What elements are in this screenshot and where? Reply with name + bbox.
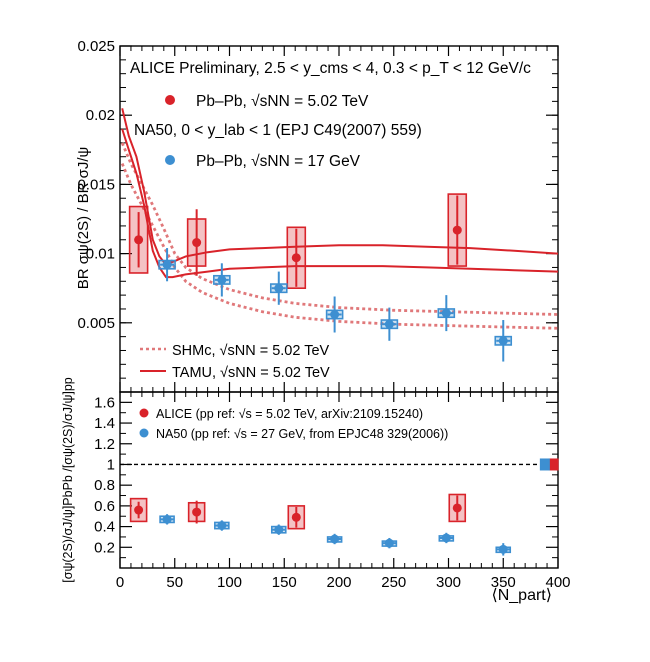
top-panel-ticks: 0.005 0.01 0.015 0.02 0.025 [77, 38, 559, 392]
na50-data-point [441, 533, 451, 543]
na50-data-point [441, 308, 451, 318]
x-tick-label: 150 [272, 574, 297, 591]
na50-data-point [162, 260, 172, 270]
legend-label-alice-bottom: ALICE (pp ref: √s = 5.02 TeV, arXiv:2109… [156, 407, 423, 421]
legend-label-alice-top: Pb–Pb, √sNN = 5.02 TeV [196, 93, 369, 110]
alice-data-point [452, 503, 462, 513]
legend-marker-alice-bottom [139, 408, 149, 418]
y-tick-label: 0.6 [94, 498, 115, 515]
y-tick-label: 0.4 [94, 519, 115, 536]
y-tick-label: 0.01 [86, 246, 115, 263]
x-tick-label: 50 [166, 574, 183, 591]
shmc-curve [120, 163, 558, 330]
legend-label-na50-bottom: NA50 (pp ref: √s = 27 GeV, from EPJC48 3… [156, 427, 448, 441]
legend-label-shmc: SHMc, √sNN = 5.02 TeV [172, 343, 330, 359]
x-axis-label: ⟨N_part⟩ [491, 587, 552, 604]
na50-data-point [384, 319, 394, 329]
x-tick-label: 300 [436, 574, 461, 591]
na50-data-point [274, 283, 284, 293]
alice-data-point [291, 253, 301, 263]
alice-data-point [192, 238, 202, 248]
x-tick-label: 400 [545, 574, 570, 591]
legend-marker-na50-bottom [139, 428, 149, 438]
bottom-y-axis-label: [σψ(2S)/σJ/ψ]PbPb /[σψ(2S)/σJ/ψ]pp [61, 377, 75, 582]
y-tick-label: 0.005 [77, 315, 115, 332]
x-tick-label: 0 [116, 574, 124, 591]
na50-data-point [498, 336, 508, 346]
y-tick-label: 1 [107, 456, 115, 473]
panel-title: ALICE Preliminary, 2.5 < y_cms < 4, 0.3 … [130, 60, 531, 77]
alice-data-point [134, 505, 144, 515]
y-tick-label: 0.2 [94, 539, 115, 556]
legend-label-tamu: TAMU, √sNN = 5.02 TeV [172, 365, 330, 381]
bottom-panel-ticks: 0 50 100 150 200 250 300 350 400 0.2 0.4 0.6 0.8 1 1.2… [94, 391, 571, 591]
bottom-panel-data [120, 458, 559, 556]
y-tick-label: 0.02 [86, 107, 115, 124]
na50-normalization-box [539, 458, 550, 471]
x-tick-label: 250 [381, 574, 406, 591]
na50-data-point [330, 534, 340, 544]
alice-data-point [134, 235, 144, 245]
alice-data-point [192, 507, 202, 517]
na50-data-point [217, 275, 227, 285]
tamu-curve [121, 108, 558, 266]
y-tick-label: 1.2 [94, 436, 115, 453]
x-tick-label: 350 [491, 574, 516, 591]
alice-data-point [291, 512, 301, 522]
top-y-axis-label: BR σψ(2S) / BR σJ/ψ [75, 147, 92, 289]
top-panel-data [128, 193, 513, 362]
x-tick-label: 200 [326, 574, 351, 591]
y-tick-label: 0.015 [77, 176, 115, 193]
y-tick-label: 0.025 [77, 38, 115, 55]
alice-data-point [452, 225, 462, 235]
legend-marker-na50-top [165, 155, 175, 165]
na50-data-point [384, 538, 394, 548]
x-tick-label: 100 [217, 574, 242, 591]
y-tick-label: 1.4 [94, 415, 115, 432]
legend-label-na50-top: Pb–Pb, √sNN = 17 GeV [196, 153, 361, 170]
legend-marker-alice-top [165, 95, 175, 105]
y-tick-label: 1.6 [94, 394, 115, 411]
alice-normalization-box [548, 458, 559, 471]
na50-data-point [162, 514, 172, 524]
na50-data-point [217, 521, 227, 531]
tamu-curve [121, 128, 558, 279]
na50-annotation: NA50, 0 < y_lab < 1 (EPJ C49(2007) 559) [134, 122, 422, 139]
na50-data-point [330, 309, 340, 319]
y-tick-label: 0.8 [94, 477, 115, 494]
na50-data-point [498, 544, 508, 554]
na50-data-point [274, 525, 284, 535]
